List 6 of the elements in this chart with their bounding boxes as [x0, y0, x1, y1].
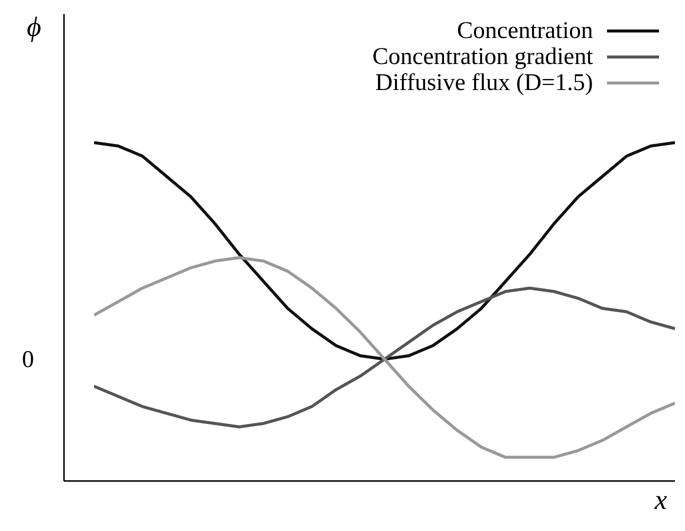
y-axis-title: ϕ [26, 12, 42, 43]
x-axis-title: x [654, 485, 668, 516]
legend-label: Concentration [457, 18, 593, 44]
legend-label: Diffusive flux (D=1.5) [375, 70, 593, 96]
text: 0 [22, 347, 34, 374]
legend-label: Concentration gradient [372, 44, 593, 70]
